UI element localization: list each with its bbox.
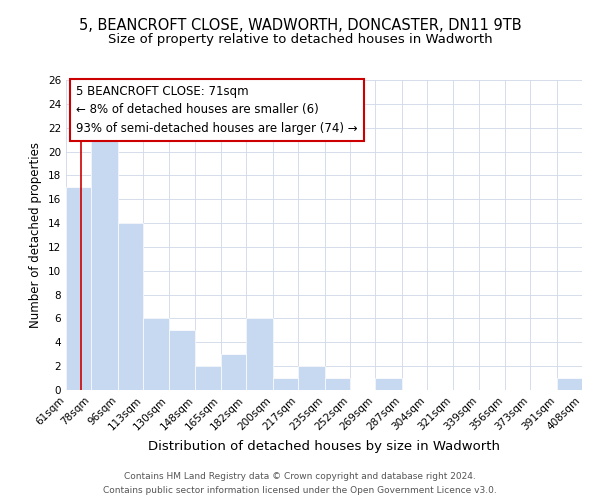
Bar — [221, 354, 246, 390]
Bar — [557, 378, 582, 390]
Bar — [169, 330, 196, 390]
Bar — [246, 318, 272, 390]
Text: Contains HM Land Registry data © Crown copyright and database right 2024.: Contains HM Land Registry data © Crown c… — [124, 472, 476, 481]
Text: Contains public sector information licensed under the Open Government Licence v3: Contains public sector information licen… — [103, 486, 497, 495]
Text: Size of property relative to detached houses in Wadworth: Size of property relative to detached ho… — [107, 32, 493, 46]
Bar — [143, 318, 169, 390]
Bar — [298, 366, 325, 390]
Bar — [325, 378, 350, 390]
Bar — [66, 188, 91, 390]
Text: 5 BEANCROFT CLOSE: 71sqm
← 8% of detached houses are smaller (6)
93% of semi-det: 5 BEANCROFT CLOSE: 71sqm ← 8% of detache… — [76, 84, 358, 134]
Bar — [118, 223, 143, 390]
X-axis label: Distribution of detached houses by size in Wadworth: Distribution of detached houses by size … — [148, 440, 500, 453]
Bar — [376, 378, 402, 390]
Text: 5, BEANCROFT CLOSE, WADWORTH, DONCASTER, DN11 9TB: 5, BEANCROFT CLOSE, WADWORTH, DONCASTER,… — [79, 18, 521, 32]
Bar — [91, 128, 118, 390]
Bar — [272, 378, 298, 390]
Y-axis label: Number of detached properties: Number of detached properties — [29, 142, 43, 328]
Bar — [196, 366, 221, 390]
